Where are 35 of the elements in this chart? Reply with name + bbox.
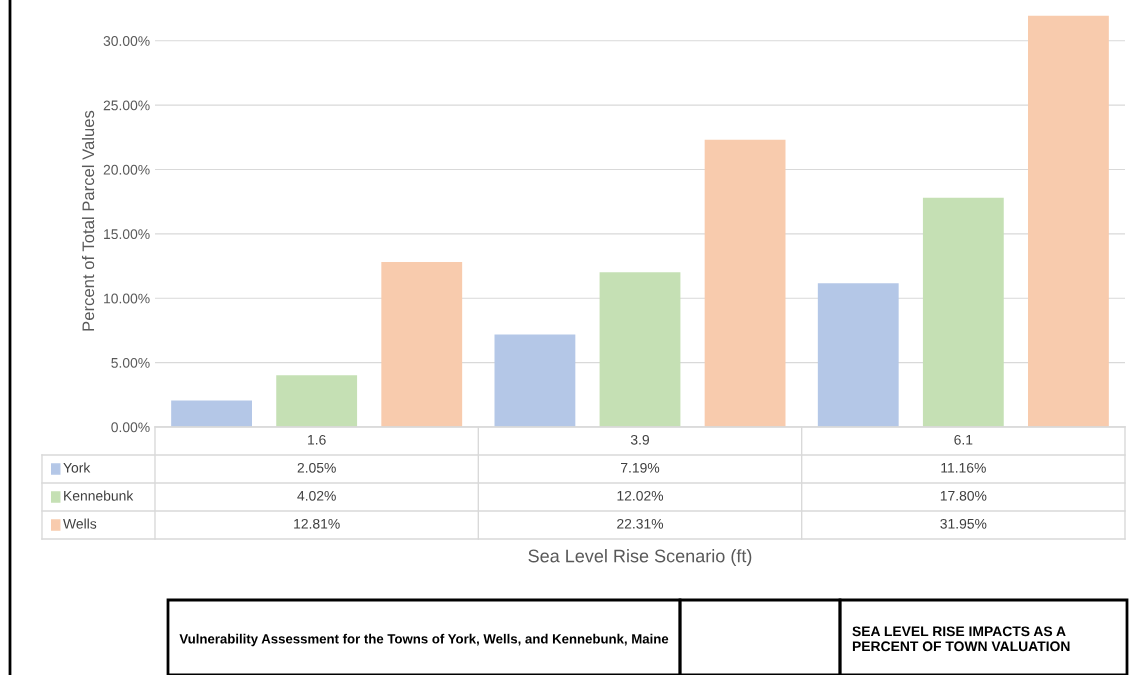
y-tick-label: 25.00% <box>103 100 150 111</box>
bar <box>817 283 899 427</box>
x-tick-label: 1.6 <box>308 434 326 445</box>
y-axis-title: Percent of Total Parcel Values <box>81 110 95 331</box>
legend-label: Kennebunk <box>64 490 134 501</box>
data-label: 11.16% <box>941 462 986 473</box>
y-tick-label: 30.00% <box>103 36 150 46</box>
bar <box>381 262 463 427</box>
y-tick-label: 5.00% <box>111 357 150 368</box>
y-tick-label: 10.00% <box>104 293 150 304</box>
data-label: 12.81% <box>294 518 340 529</box>
data-label: 31.95% <box>940 518 987 529</box>
bar <box>922 197 1004 427</box>
data-label: 7.19% <box>621 462 660 473</box>
x-tick-label: 3.9 <box>630 434 649 445</box>
x-tick-label: 6.1 <box>954 434 973 445</box>
legend-label: Wells <box>63 518 97 529</box>
data-label: 2.05% <box>297 462 336 473</box>
legend-label: York <box>63 462 91 473</box>
y-tick-label: 0.00% <box>111 422 150 433</box>
text: Vulnerability Assessment for the Towns of York, Wells, and Kennebunk, Maine <box>179 633 669 647</box>
data-label: 22.31% <box>617 518 664 529</box>
y-tick-label: 20.00% <box>103 164 150 175</box>
bar <box>276 375 358 427</box>
data-label: 12.02% <box>617 490 664 501</box>
bar <box>1028 15 1109 427</box>
text: SEA LEVEL RISE IMPACTS AS A PERCENT OF TOWN VALUATION <box>852 626 1070 652</box>
bar <box>599 272 681 427</box>
data-label: 17.80% <box>940 490 987 501</box>
y-tick-label: 15.00% <box>104 229 150 240</box>
data-label: 4.02% <box>297 490 336 501</box>
bar <box>704 139 786 427</box>
bar <box>171 400 252 427</box>
bar <box>494 334 576 427</box>
text: Sea Level Rise Scenario (ft) <box>528 549 752 566</box>
